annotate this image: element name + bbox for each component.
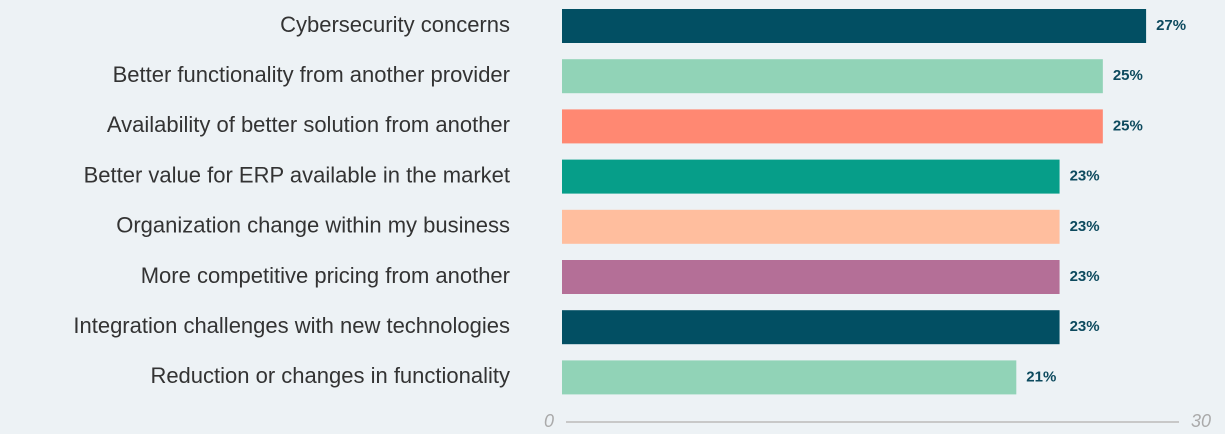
value-label: 25% xyxy=(1113,117,1143,134)
y-tick-label: Organization change within my business xyxy=(116,213,510,238)
value-label: 23% xyxy=(1070,168,1100,185)
y-tick-label: Better functionality from another provid… xyxy=(113,62,510,87)
bar xyxy=(562,109,1103,144)
value-label: 27% xyxy=(1156,17,1186,34)
y-tick-label: Cybersecurity concerns xyxy=(280,12,510,37)
bar xyxy=(562,159,1060,194)
y-tick-label: Better value for ERP available in the ma… xyxy=(84,162,510,187)
y-tick-label: Integration challenges with new technolo… xyxy=(73,313,510,338)
value-label: 25% xyxy=(1113,67,1143,84)
bar xyxy=(562,209,1060,244)
x-tick-label: 0 xyxy=(544,411,554,431)
x-tick-label: 30 xyxy=(1191,411,1211,431)
y-tick-label: Reduction or changes in functionality xyxy=(150,363,510,388)
value-label: 21% xyxy=(1026,368,1056,385)
bar xyxy=(562,360,1017,395)
value-label: 23% xyxy=(1070,318,1100,335)
bar xyxy=(562,9,1147,43)
bar xyxy=(562,59,1103,94)
y-tick-label: Availability of better solution from ano… xyxy=(107,112,510,137)
y-tick-label: More competitive pricing from another xyxy=(141,263,510,288)
value-label: 23% xyxy=(1070,218,1100,235)
value-label: 23% xyxy=(1070,268,1100,285)
bar xyxy=(562,260,1060,294)
bar xyxy=(562,310,1060,345)
